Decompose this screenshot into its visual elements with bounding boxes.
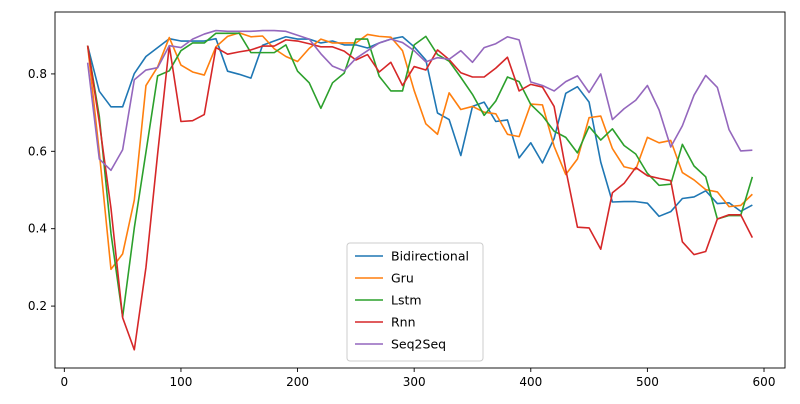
- legend-label-seq2seq: Seq2Seq: [391, 337, 446, 352]
- x-tick-label: 300: [403, 375, 426, 389]
- x-tick-label: 0: [61, 375, 69, 389]
- y-tick-label: 0.6: [28, 144, 47, 158]
- legend-label-rnn: Rnn: [391, 315, 416, 330]
- series-line-bidirectional: [86, 35, 753, 218]
- x-axis: 0 100 200 300 400 500 600: [61, 368, 776, 389]
- legend-label-bidirectional: Bidirectional: [391, 249, 469, 264]
- y-axis: 0.2 0.4 0.6 0.8: [28, 67, 55, 313]
- series-line-seq2seq: [86, 29, 753, 172]
- x-tick-label: 500: [636, 375, 659, 389]
- x-tick-label: 600: [753, 375, 776, 389]
- x-tick-label: 200: [286, 375, 309, 389]
- x-tick-label: 400: [519, 375, 542, 389]
- legend-box: [346, 242, 484, 362]
- legend: Bidirectional Gru Lstm Rnn Seq2Seq: [346, 242, 484, 362]
- series-line-gru: [86, 32, 753, 271]
- plot-lines: [86, 29, 754, 351]
- x-tick-label: 100: [169, 375, 192, 389]
- y-tick-label: 0.8: [28, 67, 47, 81]
- legend-label-lstm: Lstm: [391, 293, 422, 308]
- y-tick-label: 0.4: [28, 222, 47, 236]
- series-line-lstm: [86, 32, 754, 318]
- series-line-rnn: [86, 39, 754, 351]
- legend-label-gru: Gru: [391, 271, 414, 286]
- plot-frame: [54, 11, 786, 369]
- y-tick-label: 0.2: [28, 299, 47, 313]
